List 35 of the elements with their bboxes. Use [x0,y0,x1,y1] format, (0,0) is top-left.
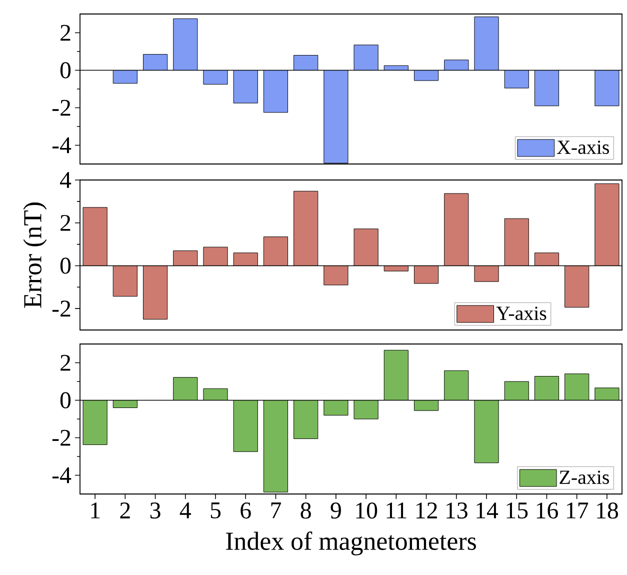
x-tick-label: 9 [330,502,341,519]
y-tick-label: 4 [60,172,72,188]
x-tick-label: 3 [150,502,160,519]
y-axis-title: Error (nT) [23,202,47,308]
y-tick-label: -2 [52,300,70,316]
y-tick-label: -2 [52,100,70,116]
x-tick-label: 12 [416,502,437,518]
y-tick-label: 2 [60,24,70,41]
x-tick-label: 18 [597,502,618,519]
legend-label: Y-axis [496,306,546,320]
x-tick-label: 16 [536,502,558,519]
x-tick-label: 14 [476,502,498,518]
x-tick-label: 13 [446,502,468,519]
x-tick-label: 1 [91,502,100,518]
y-tick-label: -4 [52,137,72,154]
y-tick-label: -2 [52,430,70,446]
x-tick-label: 11 [386,502,406,518]
x-tick-label: 6 [240,502,251,519]
x-axis-title: Index of magnetometers [226,532,476,556]
y-tick-label: 2 [60,214,70,231]
x-tick-label: 4 [180,502,191,518]
legend-label: Z-axis [560,470,609,484]
legend-label: X-axis [557,140,609,154]
x-tick-label: 10 [356,502,378,519]
y-tick-label: -4 [52,467,72,484]
x-tick-label: 17 [566,502,588,518]
y-tick-label: 0 [60,258,71,274]
x-tick-label: 2 [120,502,130,518]
y-tick-label: 0 [60,392,71,408]
x-tick-label: 5 [210,502,221,518]
x-tick-label: 15 [506,502,528,519]
y-tick-label: 2 [60,354,70,371]
x-tick-label: 7 [271,502,282,518]
x-tick-label: 8 [300,502,311,519]
y-tick-label: 0 [60,62,71,78]
